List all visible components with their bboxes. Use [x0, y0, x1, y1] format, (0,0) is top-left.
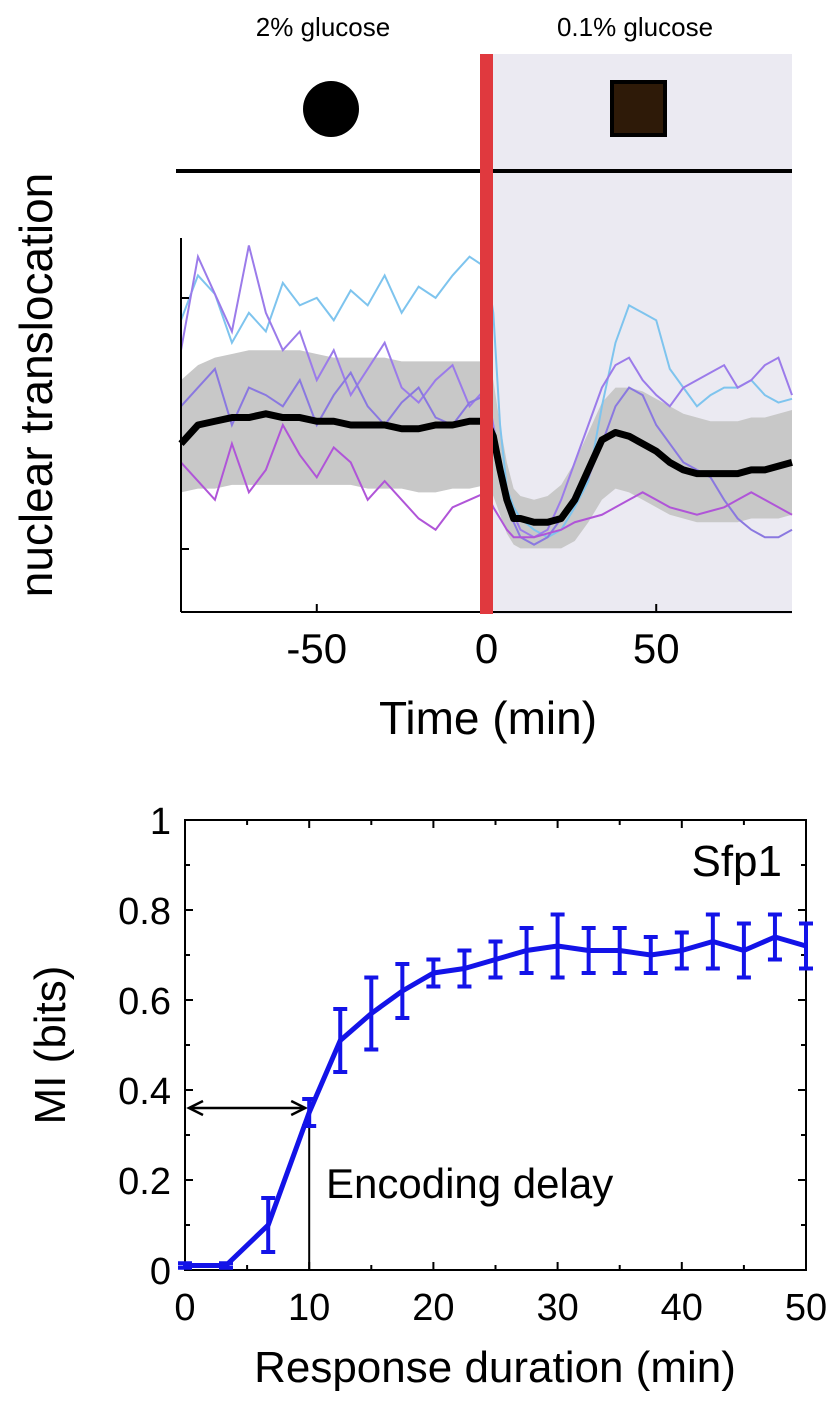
error-bar: [519, 926, 534, 975]
y-tick-label: 0.6: [118, 981, 171, 1023]
error-bar: [364, 975, 379, 1052]
error-bar: [395, 962, 410, 1020]
x-tick-label: 0: [475, 625, 498, 672]
error-bar: [674, 930, 689, 971]
translocation-panel: 2% glucose 0.1% glucose -50 0 50 Time (min…: [10, 12, 793, 744]
condition-label-low-glucose: 0.1% glucose: [557, 12, 713, 42]
condition-label-high-glucose: 2% glucose: [256, 12, 390, 42]
error-bar: [767, 912, 782, 962]
mutual-information-panel: 00.20.40.60.810 10 20 30 40 50 Sfp1 Encoding …: [26, 801, 827, 1392]
x-tick-label: 30: [536, 1287, 578, 1329]
x-axis-label: Response duration (min): [254, 1343, 736, 1392]
error-bar: [426, 957, 441, 989]
x-tick-label: 40: [661, 1287, 703, 1329]
y-tick-label: 0.8: [118, 891, 171, 933]
x-tick-label: -50: [286, 625, 347, 672]
error-bar: [736, 921, 751, 980]
stimulus-marker-line: [480, 54, 493, 614]
y-axis-label: MI (bits): [26, 966, 75, 1125]
arrow-head-left-icon: [186, 1099, 204, 1117]
error-bar: [643, 935, 658, 975]
x-tick-label: 20: [412, 1287, 454, 1329]
y-tick-label: 0.4: [118, 1071, 171, 1113]
annotation-label: Encoding delay: [326, 1160, 613, 1207]
x-tick-label: 10: [288, 1287, 330, 1329]
error-bar: [705, 912, 720, 971]
mean-trace: [178, 410, 793, 526]
y-tick-label: 1: [150, 801, 171, 843]
y-axis-label: nuclear translocation: [10, 173, 62, 597]
error-bar: [457, 948, 472, 989]
error-bar: [302, 1097, 317, 1128]
filled-circle-icon: [303, 81, 359, 137]
y-tick-label: 0: [150, 1251, 171, 1293]
x-tick-label: 50: [633, 625, 680, 672]
x-axis-label: Time (min): [379, 692, 597, 744]
error-bar: [261, 1196, 276, 1254]
x-tick-label: 50: [785, 1287, 827, 1329]
error-bar: [550, 912, 565, 980]
single-cell-trace-4: [180, 422, 793, 539]
filled-square-icon: [610, 80, 667, 137]
single-cell-trace-1: [180, 255, 793, 539]
error-bar: [218, 1261, 233, 1270]
error-bar: [612, 926, 627, 975]
arrow-head-right-icon: [290, 1099, 308, 1117]
error-bar: [488, 939, 503, 980]
error-bar: [581, 926, 596, 975]
error-bar: [799, 921, 813, 971]
y-tick-label: 0.2: [118, 1161, 171, 1203]
x-tick-label: 0: [174, 1287, 195, 1329]
error-bar: [178, 1261, 192, 1270]
mi-curve: [185, 934, 807, 1268]
error-bar: [333, 1007, 348, 1074]
panel-title: Sfp1: [691, 837, 782, 886]
